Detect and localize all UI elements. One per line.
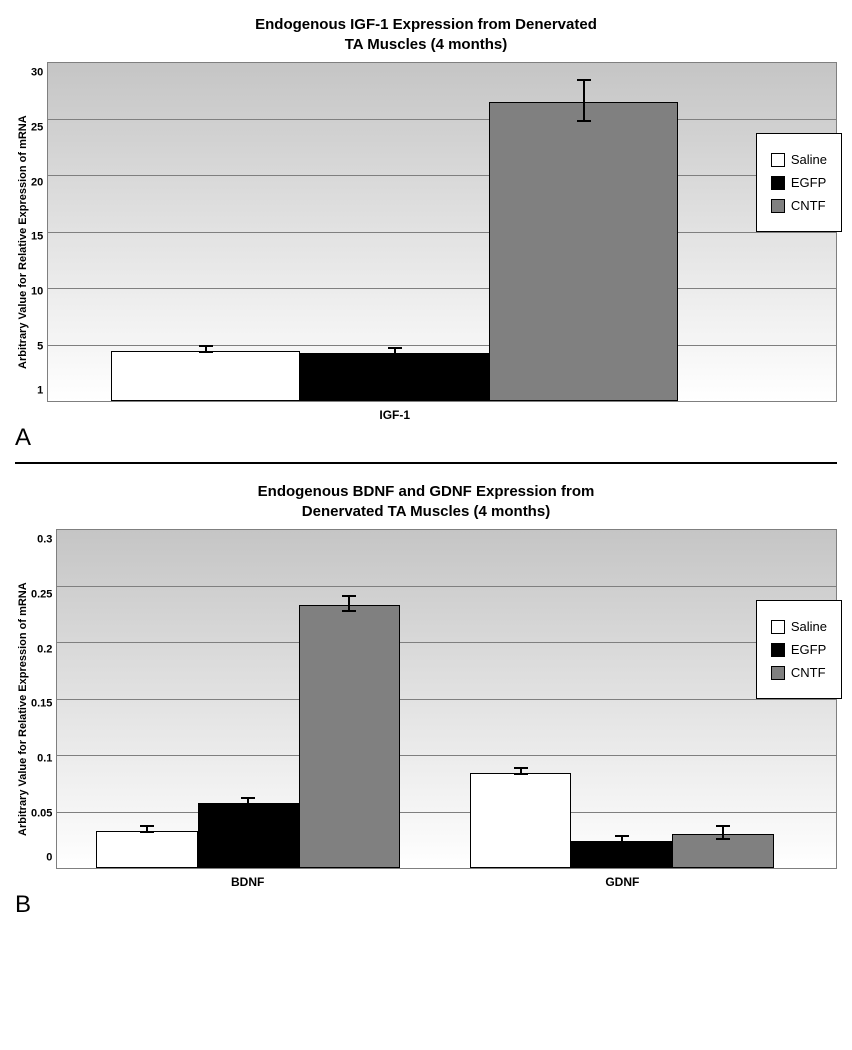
chart-a-title-line1: Endogenous IGF-1 Expression from Denerva… [255, 16, 597, 33]
xlabel-bdnf: BDNF [95, 875, 399, 889]
legend-item-saline: Saline [771, 152, 827, 167]
bar-bdnf-egfp [198, 803, 299, 868]
chart-b: Endogenous BDNF and GDNF Expression from… [15, 482, 837, 919]
legend-swatch [771, 643, 785, 657]
chart-b-ylabel: Arbitrary Value for Relative Expression … [15, 529, 31, 889]
ytick-label: 30 [31, 68, 43, 79]
ytick-label: 0.3 [31, 535, 52, 546]
bar-egfp [300, 353, 489, 401]
legend-label: Saline [791, 152, 827, 167]
legend-label: Saline [791, 619, 827, 634]
chart-b-body: Arbitrary Value for Relative Expression … [15, 529, 837, 889]
chart-a-title-line2: TA Muscles (4 months) [345, 36, 508, 53]
legend-label: EGFP [791, 642, 826, 657]
chart-a-xlabels: IGF-1 [47, 408, 837, 422]
ytick-label: 0.15 [31, 699, 52, 710]
chart-a-panel-letter: A [15, 424, 837, 452]
chart-b-title-line2: Denervated TA Muscles (4 months) [302, 503, 550, 520]
chart-a-plotwrap: Saline EGFP CNTF IGF-1 [47, 62, 837, 422]
chart-b-panel-letter: B [15, 891, 837, 919]
bar-saline [111, 351, 300, 401]
chart-b-plotwrap: Saline EGFP CNTF BDNF GDNF [56, 529, 837, 889]
bar-gdnf-egfp [571, 841, 672, 868]
legend-swatch [771, 666, 785, 680]
bar-gdnf-cntf [672, 834, 773, 868]
legend-swatch [771, 620, 785, 634]
ytick-label: 25 [31, 122, 43, 133]
chart-b-title: Endogenous BDNF and GDNF Expression from… [15, 482, 837, 521]
chart-b-title-line1: Endogenous BDNF and GDNF Expression from [258, 483, 595, 500]
legend-swatch [771, 199, 785, 213]
ytick-label: 15 [31, 232, 43, 243]
chart-b-xlabels: BDNF GDNF [56, 875, 837, 889]
chart-a-body: Arbitrary Value for Relative Expression … [15, 62, 837, 422]
chart-b-bars [57, 530, 836, 868]
bar-cntf [489, 102, 678, 401]
chart-a: Endogenous IGF-1 Expression from Denerva… [15, 15, 837, 452]
ytick-label: 0 [31, 852, 52, 863]
legend-swatch [771, 153, 785, 167]
legend-item-egfp: EGFP [771, 175, 827, 190]
legend-label: EGFP [791, 175, 826, 190]
ytick-label: 1 [31, 385, 43, 396]
bar-gdnf-saline [470, 773, 571, 868]
chart-a-plot: Saline EGFP CNTF [47, 62, 837, 402]
legend-item-cntf: CNTF [771, 665, 827, 680]
ytick-label: 0.2 [31, 644, 52, 655]
chart-b-yticks: 0.3 0.25 0.2 0.15 0.1 0.05 0 [31, 529, 56, 869]
ytick-label: 10 [31, 287, 43, 298]
ytick-label: 0.05 [31, 809, 52, 820]
ytick-label: 20 [31, 177, 43, 188]
chart-a-bars [48, 63, 836, 401]
bar-bdnf-cntf [299, 605, 400, 868]
ytick-label: 0.25 [31, 589, 52, 600]
panel-divider [15, 462, 837, 464]
legend-item-egfp: EGFP [771, 642, 827, 657]
chart-a-xlabel-igf1: IGF-1 [110, 408, 679, 422]
chart-b-plot: Saline EGFP CNTF [56, 529, 837, 869]
legend-label: CNTF [791, 198, 826, 213]
chart-a-ylabel: Arbitrary Value for Relative Expression … [15, 62, 31, 422]
chart-a-legend: Saline EGFP CNTF [756, 133, 842, 232]
bar-bdnf-saline [96, 831, 197, 868]
legend-label: CNTF [791, 665, 826, 680]
legend-item-cntf: CNTF [771, 198, 827, 213]
legend-swatch [771, 176, 785, 190]
legend-item-saline: Saline [771, 619, 827, 634]
ytick-label: 0.1 [31, 754, 52, 765]
chart-b-legend: Saline EGFP CNTF [756, 600, 842, 699]
chart-a-title: Endogenous IGF-1 Expression from Denerva… [15, 15, 837, 54]
xlabel-gdnf: GDNF [470, 875, 774, 889]
chart-a-yticks: 30 25 20 15 10 5 1 [31, 62, 47, 402]
ytick-label: 5 [31, 342, 43, 353]
